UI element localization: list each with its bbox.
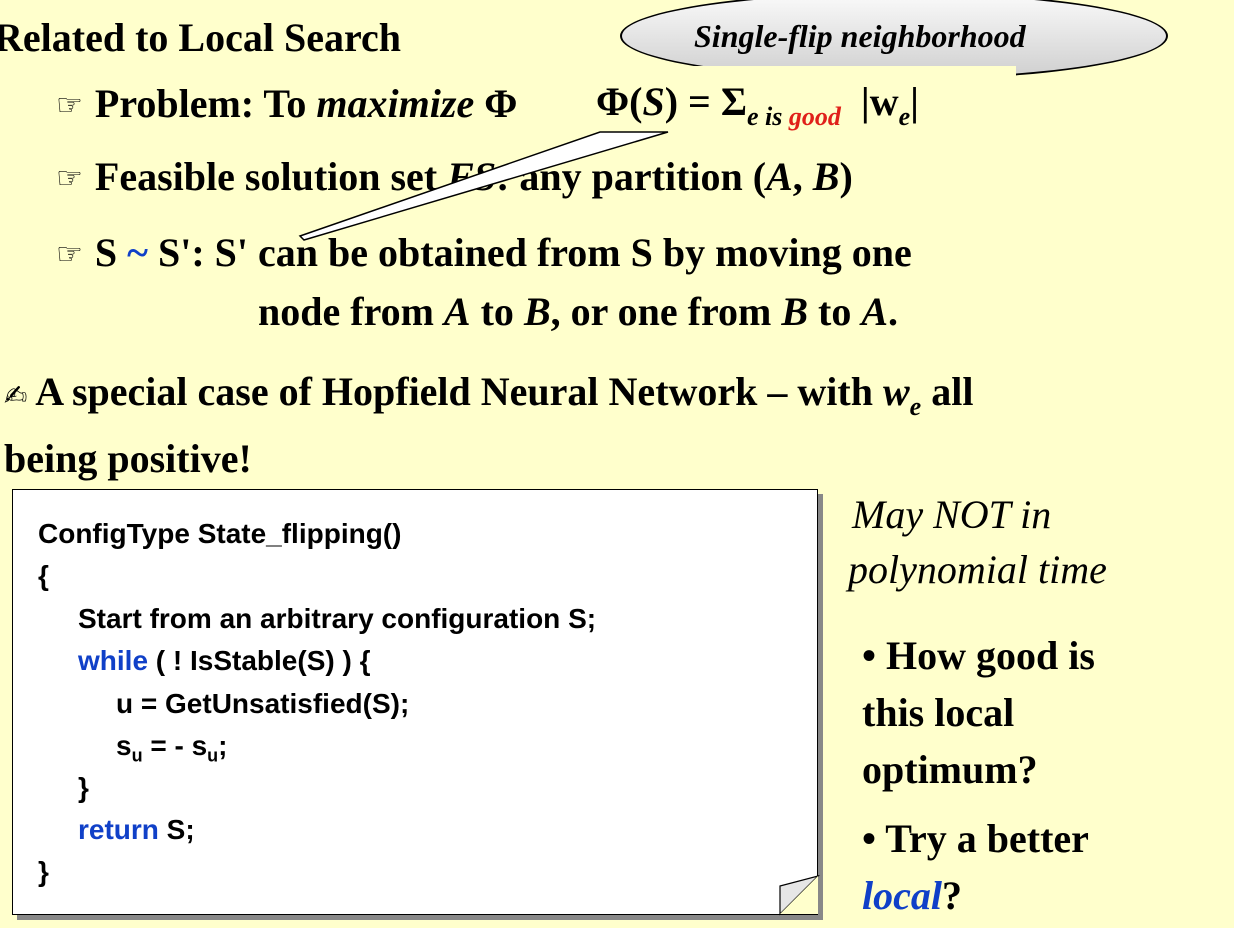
- objective-formula: Φ(S) = Σe is good |we|: [596, 79, 919, 131]
- code-line-6: su = - su;: [116, 730, 228, 766]
- bullet-neighbor: ☞ S ~ S': S' can be obtained from S by mo…: [56, 230, 912, 275]
- slide-title: Related to Local Search: [0, 15, 401, 60]
- bullet-problem: ☞ Problem: To maximize Φ: [56, 81, 518, 126]
- code-line-3: Start from an arbitrary configuration S;: [78, 603, 597, 634]
- pointing-hand-icon: ☞: [56, 88, 83, 123]
- code-line-8: return S;: [78, 814, 195, 845]
- pointing-hand-icon: ☞: [56, 161, 83, 196]
- code-line-2: {: [38, 560, 49, 591]
- pen-hand-icon: ✍: [4, 379, 28, 412]
- bullet-neighbor-line2: node from A to B, or one from B to A.: [258, 289, 899, 334]
- special-case-note: ✍ A special case of Hopfield Neural Netw…: [4, 369, 974, 481]
- formula-box: [588, 66, 1016, 138]
- code-line-4: while ( ! IsStable(S) ) {: [78, 645, 371, 676]
- code-line-5: u = GetUnsatisfied(S);: [116, 688, 410, 719]
- code-line-7: }: [78, 772, 89, 803]
- note-may-not: May NOT in: [852, 492, 1052, 537]
- note-polynomial: polynomial time: [848, 547, 1107, 592]
- pointing-hand-icon: ☞: [56, 237, 83, 272]
- note-try-better-2: local?: [862, 873, 962, 918]
- note-how-good-3: optimum?: [862, 747, 1038, 792]
- note-how-good-2: this local: [862, 690, 1015, 735]
- callout-text: Single-flip neighborhood: [694, 18, 1026, 54]
- note-try-better-1: • Try a better: [862, 816, 1089, 861]
- code-box: [12, 489, 818, 915]
- code-line-1: ConfigType State_flipping(): [38, 518, 402, 549]
- bullet-feasible: ☞ Feasible solution set FS: any partition…: [56, 154, 853, 199]
- code-line-9: }: [38, 856, 49, 887]
- note-how-good-1: • How good is: [862, 633, 1095, 678]
